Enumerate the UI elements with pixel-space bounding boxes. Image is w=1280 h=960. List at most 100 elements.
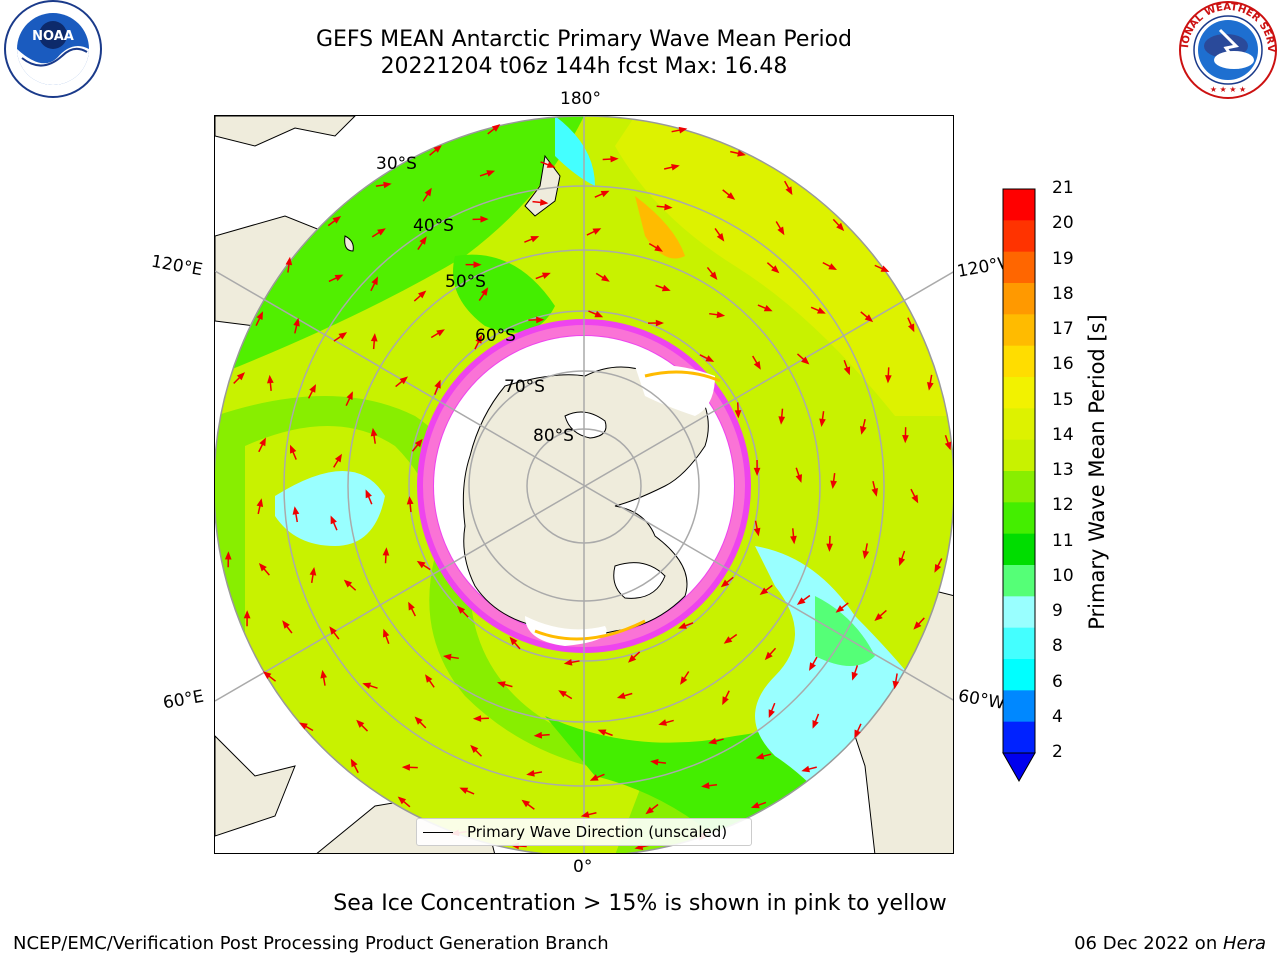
colorbar-cell — [1003, 439, 1035, 472]
lat-label-30S: 30°S — [376, 154, 417, 174]
sea-ice-note: Sea Ice Concentration > 15% is shown in … — [333, 891, 947, 916]
legend-line-sample — [423, 832, 453, 833]
wave-arrow-head — [830, 480, 837, 489]
wave-arrow-head — [726, 192, 736, 200]
colorbar-tick-label: 8 — [1052, 636, 1063, 657]
colorbar-label: Primary Wave Mean Period [s] — [1085, 314, 1109, 630]
wave-arrow-head — [558, 690, 567, 698]
wave-arrow-head — [365, 489, 372, 499]
graticule — [215, 116, 953, 853]
wave-arrow-head — [540, 199, 549, 206]
wave-arrow-head — [778, 416, 786, 425]
colorbar-cell — [1003, 596, 1035, 629]
wave-arrow-head — [526, 770, 535, 777]
colorbar-cell — [1003, 189, 1035, 221]
wave-arrow-head — [589, 774, 599, 781]
wave-arrow-head — [880, 265, 890, 272]
land-madagascar — [215, 735, 296, 837]
wave-arrow-head — [654, 244, 663, 252]
noaa-logo: NOAA — [4, 0, 102, 98]
wave-arrow-head — [671, 164, 680, 171]
wave-arrow-head — [796, 597, 806, 605]
wave-arrow-head — [338, 332, 348, 340]
footer-credit: NCEP/EMC/Verification Post Processing Pr… — [13, 933, 609, 954]
wave-arrow-head — [406, 496, 414, 505]
wave-arrow-head — [716, 311, 726, 319]
wave-arrow-head — [828, 263, 837, 270]
wave-arrow-head — [434, 379, 441, 389]
wave-arrow-head — [414, 716, 423, 725]
wave-arrow-head — [734, 410, 742, 419]
colorbar-cell — [1003, 220, 1035, 253]
wave-arrow-head — [678, 126, 688, 134]
wave-arrow-head — [871, 488, 878, 497]
lat-label-50S: 50°S — [445, 272, 486, 292]
wave-arrow-head — [329, 626, 337, 635]
wave-arrow-head — [944, 441, 952, 451]
wave-arrow-head — [898, 557, 906, 567]
wave-arrow-head — [473, 261, 482, 268]
wave-arrow-head — [716, 233, 725, 242]
svg-text:NOAA: NOAA — [32, 29, 74, 44]
wave-arrow-head — [259, 437, 266, 447]
wave-arrow-head — [927, 382, 934, 391]
wave-arrow-head — [655, 319, 664, 327]
wave-direction-arrows — [224, 124, 952, 850]
wave-arrow-head — [812, 720, 819, 729]
colorbar-tick-label: 16 — [1052, 354, 1074, 375]
wave-arrow-head — [530, 236, 540, 243]
wave-arrow-head — [862, 550, 870, 560]
wave-arrow-head — [509, 636, 518, 646]
wave-arrow-head — [236, 372, 245, 381]
wave-arrow-head — [371, 276, 378, 286]
colorbar-tick-label: 21 — [1052, 178, 1074, 198]
wave-arrow-head — [497, 681, 506, 688]
wave-arrow-head — [350, 758, 358, 768]
colorbar-tick-label: 6 — [1052, 671, 1063, 692]
wave-arrow-head — [580, 811, 590, 818]
wave-arrow-head — [401, 764, 410, 771]
colorbar-cell — [1003, 251, 1035, 284]
colorbar-tick-label: 17 — [1052, 319, 1074, 339]
wave-arrow-head — [293, 317, 300, 327]
wave-arrow-head — [753, 527, 761, 537]
map-legend: Primary Wave Direction (unscaled) — [416, 818, 752, 846]
wave-arrow-head — [658, 719, 667, 726]
wave-arrow-head — [408, 601, 415, 611]
wave-arrow-head — [480, 215, 489, 223]
wave-arrow-head — [309, 384, 316, 393]
wave-arrow-head — [370, 333, 378, 342]
lon-label-left-upper: 120°E — [149, 251, 205, 281]
wave-arrow-head — [414, 438, 423, 448]
wave-arrow-head — [536, 316, 545, 324]
wave-arrow-head — [610, 155, 619, 163]
wave-arrow-head — [563, 659, 573, 666]
wave-arrow-head — [795, 474, 802, 483]
wave-arrow-head — [616, 692, 626, 699]
wave-arrow-head — [801, 356, 810, 365]
nws-logo: NATIONAL WEATHER SERVICE ★ ★ ★ ★ — [1178, 0, 1277, 99]
wave-arrow-head — [705, 355, 715, 362]
legend-label: Primary Wave Direction (unscaled) — [467, 823, 728, 841]
lat-label-60S: 60°S — [475, 326, 516, 346]
colorbar-tick-label: 18 — [1052, 283, 1074, 304]
wave-arrow-head — [472, 715, 482, 722]
wave-arrow-head — [309, 567, 317, 576]
wave-arrow-head — [383, 181, 392, 189]
svg-text:★ ★ ★ ★: ★ ★ ★ ★ — [1210, 85, 1246, 94]
wave-arrow-head — [864, 314, 874, 323]
wave-arrow-head — [486, 170, 496, 177]
wave-arrow-head — [771, 265, 780, 274]
wave-arrow-head — [768, 709, 775, 718]
wave-arrow-head — [533, 731, 543, 739]
colorbar-tick-label: 20 — [1052, 213, 1074, 234]
wave-arrow-head — [356, 719, 365, 728]
wave-arrow-head — [874, 613, 883, 621]
wave-arrow-head — [480, 287, 489, 296]
land-australia-north — [215, 116, 356, 147]
wave-arrow-head — [678, 622, 687, 629]
wave-arrow-head — [362, 682, 372, 689]
wave-arrow-head — [790, 535, 797, 545]
colorbar-cell — [1003, 690, 1035, 723]
wave-arrow-head — [292, 506, 300, 515]
